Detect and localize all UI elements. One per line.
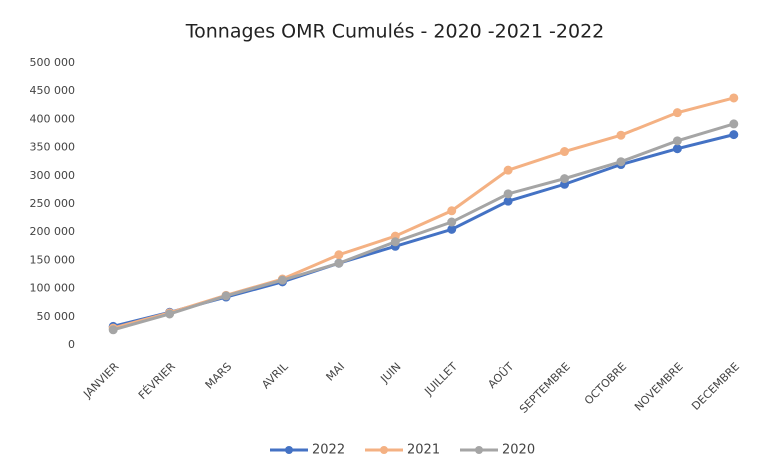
series-line xyxy=(112,96,735,330)
data-point xyxy=(165,309,175,319)
series-line xyxy=(112,122,735,332)
x-tick-label: AOÛT xyxy=(485,360,516,391)
y-tick-label: 200 000 xyxy=(30,225,76,238)
data-point xyxy=(503,165,513,175)
x-tick-label: FÉVRIER xyxy=(136,360,178,402)
x-tick-label: JUILLET xyxy=(421,360,460,399)
x-tick-label: DECEMBRE xyxy=(689,360,742,413)
data-point xyxy=(447,206,457,216)
y-tick-label: 300 000 xyxy=(30,169,76,182)
y-tick-label: 150 000 xyxy=(30,253,76,266)
legend-label: 2020 xyxy=(502,443,535,458)
x-tick-label: MAI xyxy=(324,360,348,384)
data-point xyxy=(390,237,400,247)
data-point xyxy=(447,224,457,234)
data-point xyxy=(672,136,682,146)
data-point xyxy=(503,196,513,206)
y-tick-label: 450 000 xyxy=(30,84,76,97)
x-tick-label: JANVIER xyxy=(80,360,121,401)
legend-label: 2022 xyxy=(312,443,345,458)
data-point xyxy=(277,275,287,285)
y-tick-label: 250 000 xyxy=(30,197,76,210)
legend-marker xyxy=(380,446,388,454)
data-point xyxy=(221,291,231,301)
x-tick-label: NOVEMBRE xyxy=(632,360,686,414)
y-tick-label: 400 000 xyxy=(30,112,76,125)
x-tick-label: OCTOBRE xyxy=(582,360,629,407)
x-tick-label: SEPTEMBRE xyxy=(517,360,573,416)
data-point xyxy=(672,144,682,154)
data-point xyxy=(447,217,457,227)
data-point xyxy=(560,147,570,157)
data-point xyxy=(616,157,626,167)
data-point xyxy=(334,258,344,268)
data-point xyxy=(616,130,626,140)
legend-label: 2021 xyxy=(407,443,440,458)
data-point xyxy=(729,119,739,129)
data-point xyxy=(334,250,344,260)
x-tick-label: JUIN xyxy=(378,360,404,386)
chart-title: Tonnages OMR Cumulés - 2020 -2021 -2022 xyxy=(185,21,605,43)
y-tick-label: 500 000 xyxy=(30,56,76,69)
data-point xyxy=(729,93,739,103)
data-point xyxy=(560,174,570,184)
y-tick-label: 50 000 xyxy=(37,310,76,323)
y-tick-label: 350 000 xyxy=(30,141,76,154)
legend-marker xyxy=(475,446,483,454)
data-point xyxy=(108,325,118,335)
y-tick-label: 100 000 xyxy=(30,282,76,295)
data-point xyxy=(729,130,739,140)
y-tick-label: 0 xyxy=(68,338,75,351)
data-point xyxy=(503,189,513,199)
data-point xyxy=(672,108,682,118)
x-tick-label: MARS xyxy=(203,360,235,392)
x-tick-label: AVRIL xyxy=(259,359,291,391)
legend-marker xyxy=(285,446,293,454)
